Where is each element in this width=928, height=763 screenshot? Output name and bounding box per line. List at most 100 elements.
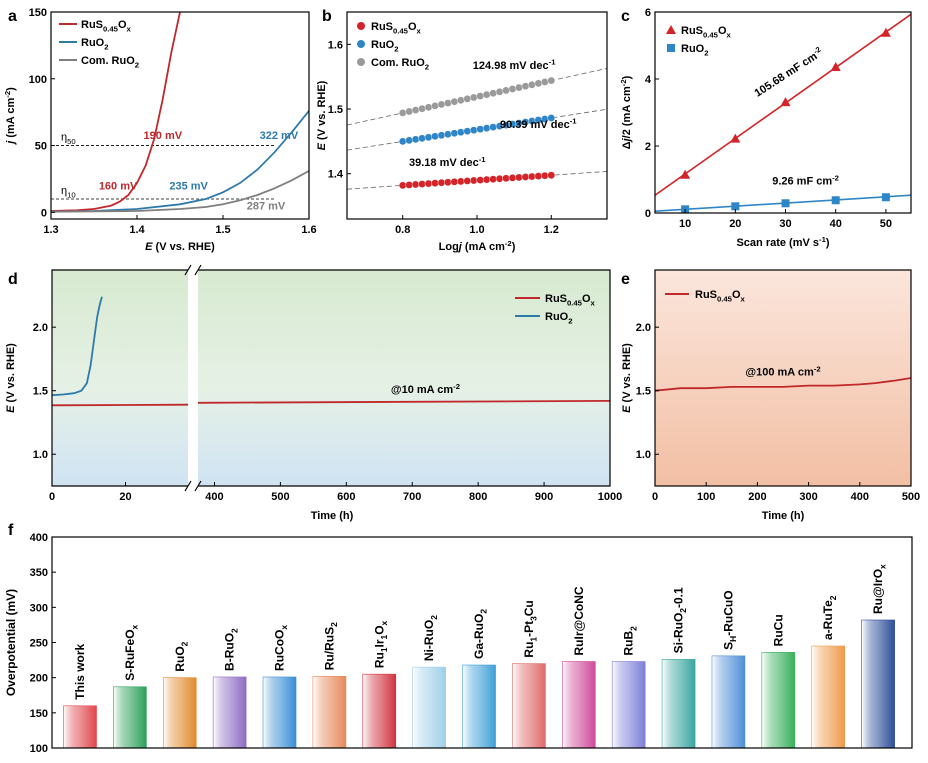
axis-break-mark bbox=[184, 480, 192, 492]
y-axis-label: E (V vs. RHE) bbox=[316, 80, 328, 150]
panel-label-e: e bbox=[621, 271, 630, 288]
data-point bbox=[405, 181, 413, 189]
annotation-text: @100 mA cm-2 bbox=[745, 364, 820, 378]
data-point bbox=[528, 80, 536, 89]
data-point bbox=[482, 90, 491, 99]
data-point bbox=[424, 103, 433, 112]
bar-label: This work bbox=[73, 643, 87, 699]
x-tick-label: 400 bbox=[851, 491, 869, 503]
bar bbox=[661, 659, 696, 749]
y-tick-label: 150 bbox=[29, 7, 47, 19]
data-point bbox=[457, 96, 465, 105]
x-tick-label: 1.6 bbox=[301, 224, 316, 236]
data-point bbox=[508, 85, 517, 93]
x-tick-label: 1.5 bbox=[215, 224, 230, 236]
data-point bbox=[680, 169, 691, 179]
legend-label: RuO2 bbox=[681, 43, 709, 57]
bar-label: S-RuFeOx bbox=[123, 624, 140, 680]
data-point bbox=[508, 174, 517, 182]
axis-break-mark bbox=[184, 264, 192, 276]
y-tick-label: 4 bbox=[645, 74, 652, 86]
y-tick-label: 2.0 bbox=[33, 322, 48, 334]
panel-d-stability-chart: @10 mA cm-2 RuS0.45Ox RuO2 0 20 400 500 600 700 8… bbox=[5, 264, 622, 522]
panel-a-lsv-chart: η50 η10 190 mV 322 mV 160 mV 235 mV 287 mV RuS0… bbox=[3, 7, 317, 253]
annotation-text: 235 mV bbox=[169, 181, 208, 193]
data-point bbox=[398, 181, 407, 190]
data-point bbox=[418, 180, 426, 188]
data-point bbox=[521, 82, 530, 90]
data-point bbox=[502, 86, 510, 95]
data-point bbox=[444, 178, 452, 187]
series-line bbox=[51, 110, 309, 213]
data-point bbox=[418, 134, 426, 143]
legend-marker bbox=[357, 22, 365, 30]
reference-line-label: η10 bbox=[61, 185, 76, 199]
data-point bbox=[431, 132, 439, 141]
data-point bbox=[463, 127, 472, 136]
x-tick-label: 30 bbox=[779, 218, 791, 230]
fit-line bbox=[347, 68, 607, 126]
bar bbox=[562, 661, 596, 749]
data-point bbox=[547, 114, 556, 122]
data-point bbox=[482, 124, 491, 132]
legend-label: RuO2 bbox=[81, 37, 109, 51]
bar bbox=[362, 673, 397, 749]
bar bbox=[312, 675, 347, 749]
annotation-text: 9.26 mF cm-2 bbox=[772, 173, 839, 187]
panel-f-overpotential-bar-chart: This work S-RuFeOx RuO2 B-RuO2 RuCoOx Ru/RuS2… bbox=[4, 532, 913, 755]
data-point bbox=[541, 78, 549, 86]
legend-label: RuO2 bbox=[545, 311, 573, 325]
data-point bbox=[444, 130, 452, 139]
bar bbox=[113, 686, 147, 749]
y-tick-label: 1.5 bbox=[33, 386, 48, 398]
x-tick-label: 20 bbox=[119, 491, 131, 503]
data-point bbox=[880, 27, 891, 37]
data-point bbox=[534, 79, 543, 88]
data-point bbox=[780, 97, 791, 107]
y-tick-label: 0 bbox=[645, 208, 651, 220]
data-point bbox=[515, 83, 523, 92]
axis-break-mark bbox=[194, 264, 202, 276]
y-tick-label: 1.5 bbox=[328, 104, 343, 116]
bar-label: RuB2 bbox=[622, 626, 639, 656]
annotation-text: 105.68 mF cm-2 bbox=[751, 45, 825, 100]
legend-marker bbox=[666, 25, 676, 34]
y-tick-label: 300 bbox=[30, 602, 48, 614]
x-tick-label: 800 bbox=[469, 491, 487, 503]
y-axis-label: E (V vs. RHE) bbox=[5, 343, 17, 413]
panel-label-a: a bbox=[8, 8, 17, 25]
data-point bbox=[469, 93, 478, 102]
bar bbox=[412, 666, 446, 749]
data-point bbox=[476, 92, 485, 100]
data-point bbox=[495, 88, 504, 96]
data-point bbox=[424, 133, 433, 142]
bar bbox=[212, 676, 247, 749]
data-point bbox=[450, 97, 459, 106]
annotation-text: 190 mV bbox=[144, 130, 183, 142]
y-axis-label: j (mA cm-2) bbox=[3, 87, 17, 146]
bar-label: Ru/RuS2 bbox=[322, 622, 339, 670]
annotation-text: 124.98 mV dec-1 bbox=[473, 58, 556, 72]
bar bbox=[63, 705, 97, 749]
panel-c-capacitance-chart: 105.68 mF cm-2 9.26 mF cm-2 RuS0.45Ox RuO2 1… bbox=[619, 7, 912, 249]
annotation-text: @10 mA cm-2 bbox=[391, 382, 460, 396]
data-point bbox=[431, 179, 439, 187]
series-line bbox=[51, 170, 309, 213]
data-point bbox=[398, 137, 407, 146]
x-tick-label: 1.0 bbox=[469, 224, 484, 236]
legend-label: Com. RuO2 bbox=[81, 55, 139, 69]
y-tick-label: 6 bbox=[645, 7, 651, 19]
data-point bbox=[781, 199, 790, 208]
data-point bbox=[476, 125, 485, 133]
y-tick-label: 200 bbox=[30, 673, 48, 685]
panel-label-b: b bbox=[322, 8, 332, 25]
series-group bbox=[655, 13, 911, 213]
annotation-text: 90.39 mV dec-1 bbox=[500, 117, 577, 131]
annotation-text: 287 mV bbox=[247, 201, 286, 213]
plot-frame bbox=[51, 269, 188, 487]
reference-line-label: η50 bbox=[61, 132, 76, 146]
data-point bbox=[469, 176, 478, 185]
plot-background bbox=[52, 270, 188, 486]
bar-label: RuIr@CoNC bbox=[572, 586, 586, 655]
y-tick-label: 1.0 bbox=[636, 449, 651, 461]
